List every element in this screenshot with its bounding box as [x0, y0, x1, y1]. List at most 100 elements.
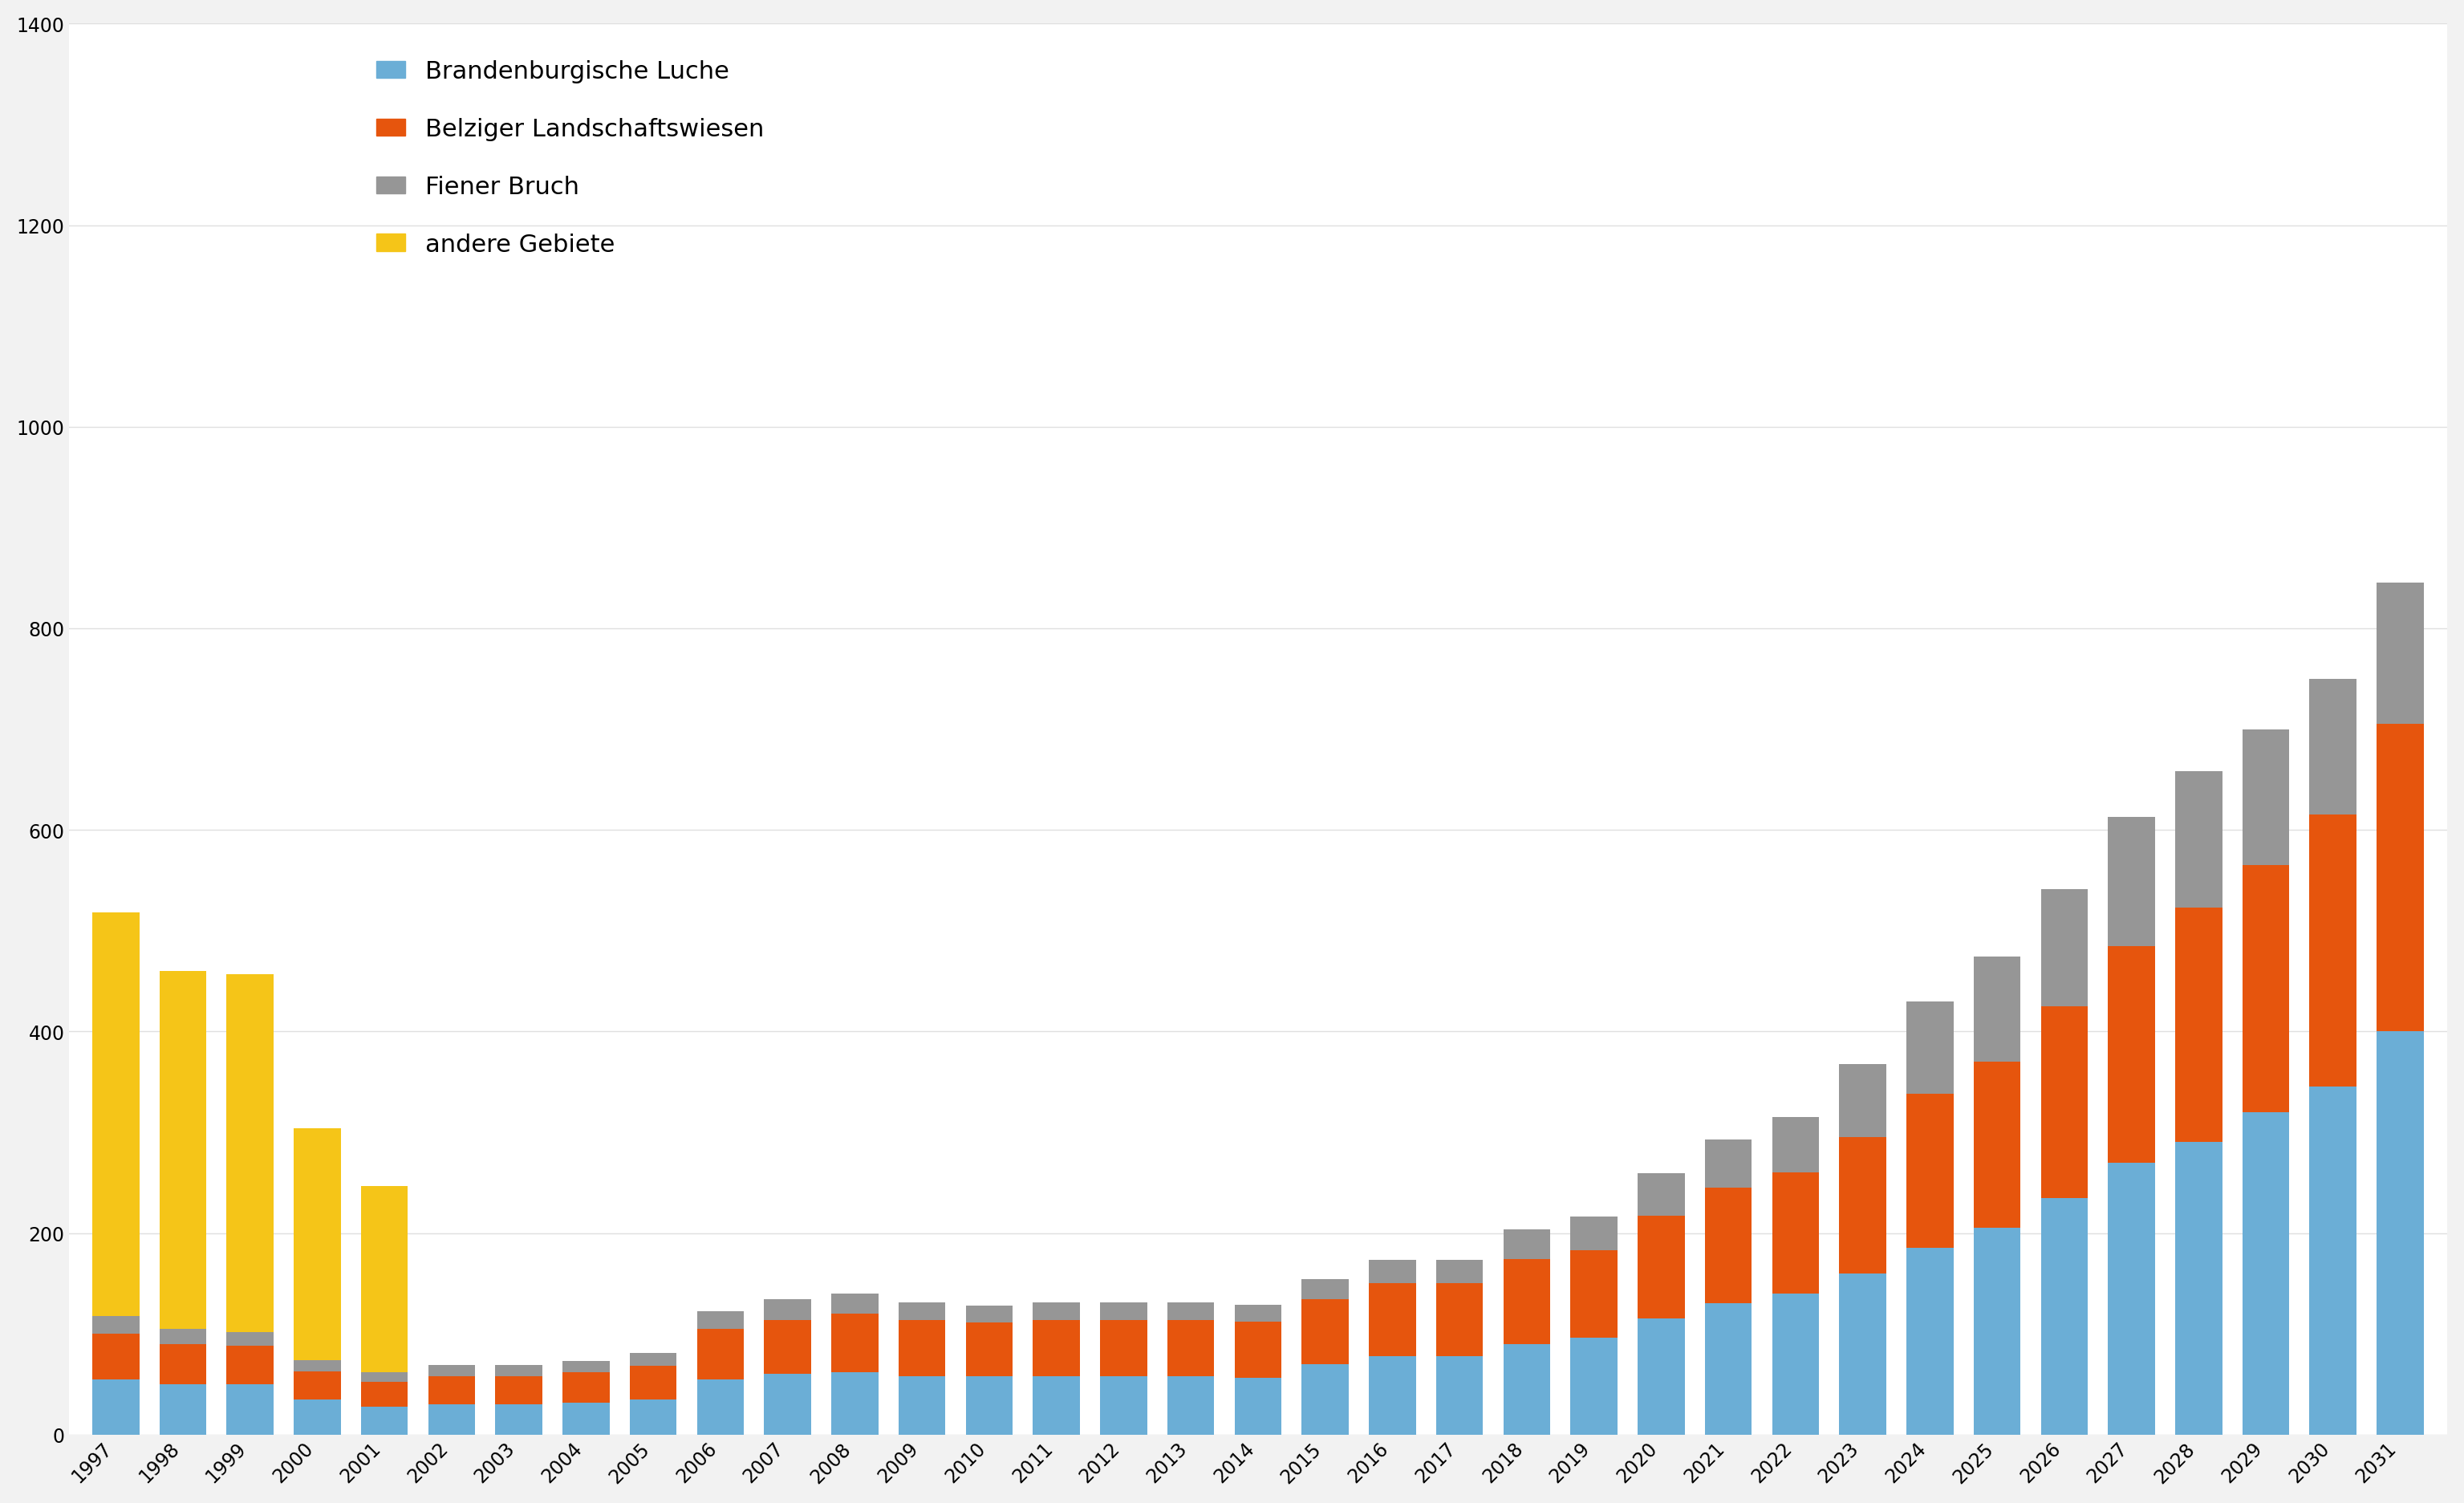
Bar: [1437, 1356, 1483, 1434]
Legend: Brandenburgische Luche, Belziger Landschaftswiesen, Fiener Bruch, andere Gebiete: Brandenburgische Luche, Belziger Landsch…: [367, 51, 774, 266]
Bar: [1099, 1303, 1148, 1320]
Bar: [91, 1380, 138, 1434]
Bar: [1705, 1139, 1752, 1187]
Bar: [360, 1407, 409, 1434]
Bar: [1301, 1300, 1348, 1365]
Bar: [562, 1362, 609, 1372]
Bar: [1639, 1318, 1685, 1434]
Bar: [1370, 1356, 1417, 1434]
Bar: [1974, 1228, 2020, 1434]
Bar: [764, 1320, 811, 1374]
Bar: [1437, 1284, 1483, 1356]
Bar: [91, 1333, 138, 1380]
Bar: [227, 1384, 274, 1434]
Bar: [1772, 1172, 1818, 1294]
Bar: [1168, 1303, 1215, 1320]
Bar: [1503, 1229, 1550, 1260]
Bar: [1032, 1303, 1079, 1320]
Bar: [2378, 724, 2425, 1031]
Bar: [2040, 1198, 2087, 1434]
Bar: [697, 1312, 744, 1329]
Bar: [2109, 818, 2156, 945]
Bar: [2176, 1142, 2223, 1434]
Bar: [429, 1365, 476, 1377]
Bar: [1234, 1378, 1281, 1434]
Bar: [1772, 1117, 1818, 1172]
Bar: [1099, 1377, 1148, 1434]
Bar: [631, 1399, 678, 1434]
Bar: [1772, 1294, 1818, 1434]
Bar: [1570, 1338, 1616, 1434]
Bar: [899, 1377, 946, 1434]
Bar: [2040, 1007, 2087, 1198]
Bar: [227, 1332, 274, 1347]
Bar: [1503, 1344, 1550, 1434]
Bar: [2378, 583, 2425, 724]
Bar: [631, 1366, 678, 1399]
Bar: [1099, 1320, 1148, 1377]
Bar: [1032, 1377, 1079, 1434]
Bar: [1639, 1216, 1685, 1318]
Bar: [830, 1372, 877, 1434]
Bar: [429, 1404, 476, 1434]
Bar: [1974, 1063, 2020, 1228]
Bar: [830, 1314, 877, 1372]
Bar: [631, 1353, 678, 1366]
Bar: [899, 1320, 946, 1377]
Bar: [2378, 1031, 2425, 1434]
Bar: [293, 1129, 340, 1360]
Bar: [227, 1347, 274, 1384]
Bar: [495, 1365, 542, 1377]
Bar: [1168, 1320, 1215, 1377]
Bar: [2242, 729, 2289, 866]
Bar: [2309, 815, 2356, 1087]
Bar: [966, 1323, 1013, 1377]
Bar: [1234, 1305, 1281, 1321]
Bar: [1907, 1001, 1954, 1094]
Bar: [1032, 1320, 1079, 1377]
Bar: [495, 1404, 542, 1434]
Bar: [1370, 1261, 1417, 1284]
Bar: [160, 971, 207, 1329]
Bar: [966, 1306, 1013, 1323]
Bar: [293, 1399, 340, 1434]
Bar: [2242, 866, 2289, 1112]
Bar: [1907, 1094, 1954, 1249]
Bar: [2309, 1087, 2356, 1434]
Bar: [562, 1402, 609, 1434]
Bar: [697, 1329, 744, 1380]
Bar: [1838, 1273, 1887, 1434]
Bar: [429, 1377, 476, 1404]
Bar: [1705, 1187, 1752, 1303]
Bar: [1301, 1365, 1348, 1434]
Bar: [1370, 1284, 1417, 1356]
Bar: [562, 1372, 609, 1402]
Bar: [1570, 1250, 1616, 1338]
Bar: [1301, 1279, 1348, 1300]
Bar: [360, 1372, 409, 1383]
Bar: [2109, 945, 2156, 1163]
Bar: [1168, 1377, 1215, 1434]
Bar: [495, 1377, 542, 1404]
Bar: [966, 1377, 1013, 1434]
Bar: [293, 1371, 340, 1399]
Bar: [91, 912, 138, 1315]
Bar: [1639, 1174, 1685, 1216]
Bar: [1838, 1138, 1887, 1273]
Bar: [1838, 1064, 1887, 1138]
Bar: [1570, 1217, 1616, 1250]
Bar: [293, 1360, 340, 1371]
Bar: [1705, 1303, 1752, 1434]
Bar: [2176, 908, 2223, 1142]
Bar: [2309, 679, 2356, 815]
Bar: [160, 1344, 207, 1384]
Bar: [1503, 1260, 1550, 1344]
Bar: [2109, 1163, 2156, 1434]
Bar: [764, 1300, 811, 1320]
Bar: [160, 1384, 207, 1434]
Bar: [697, 1380, 744, 1434]
Bar: [227, 974, 274, 1332]
Bar: [1907, 1249, 1954, 1434]
Bar: [2040, 890, 2087, 1007]
Bar: [899, 1303, 946, 1320]
